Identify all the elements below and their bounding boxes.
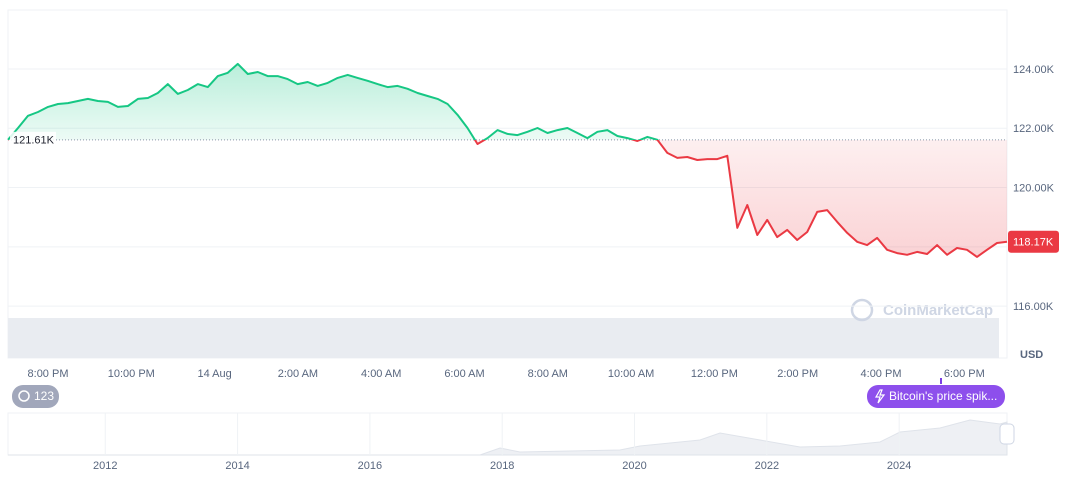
y-tick-label: 122.00K xyxy=(1013,123,1055,135)
current-label-box xyxy=(1008,230,1059,253)
badge[interactable]: 123 xyxy=(12,385,59,408)
area xyxy=(8,63,1007,257)
baseline-label: 121.61K xyxy=(13,135,55,147)
event-button[interactable]: Bitcoin's price spik... xyxy=(867,385,1005,408)
x-tick-label: 6:00 AM xyxy=(444,368,484,380)
navigator-tick-label: 2020 xyxy=(622,460,646,472)
badge-count: 123 xyxy=(34,389,54,403)
currency-label: USD xyxy=(1020,349,1043,361)
navigator-tick-label: 2022 xyxy=(755,460,779,472)
navigator-tick-label: 2024 xyxy=(887,460,911,472)
x-tick-label: 14 Aug xyxy=(197,368,231,380)
navigator-handle[interactable] xyxy=(999,423,1015,445)
x-tick-label: 8:00 PM xyxy=(28,368,69,380)
price-line xyxy=(7,62,1008,258)
navigator-area xyxy=(8,419,1008,456)
volume-strip xyxy=(8,318,999,358)
x-tick-label: 2:00 AM xyxy=(278,368,318,380)
watermark-text: CoinMarketCap xyxy=(883,302,993,319)
x-tick-label: 4:00 PM xyxy=(861,368,902,380)
baseline-label-box xyxy=(10,131,56,148)
x-tick-label: 2:00 PM xyxy=(777,368,818,380)
navigator-tick-label: 2016 xyxy=(358,460,382,472)
x-tick-label: 10:00 AM xyxy=(608,368,654,380)
y-tick-label: 116.00K xyxy=(1013,301,1054,313)
navigator-tick-label: 2012 xyxy=(93,460,117,472)
y-tick-label: 124.00K xyxy=(1013,64,1055,76)
x-tick-label: 10:00 PM xyxy=(108,368,155,380)
x-tick-label: 12:00 PM xyxy=(691,368,738,380)
x-tick-label: 6:00 PM xyxy=(944,368,985,380)
x-tick-label: 4:00 AM xyxy=(361,368,401,380)
navigator-tick-label: 2014 xyxy=(225,460,249,472)
watermark: CoinMarketCap xyxy=(850,298,993,322)
y-tick-label: 120.00K xyxy=(1013,182,1055,194)
current-label: 118.17K xyxy=(1013,237,1054,249)
navigator-tick-label: 2018 xyxy=(490,460,514,472)
event-text: Bitcoin's price spik... xyxy=(889,389,997,403)
x-tick-label: 8:00 AM xyxy=(528,368,568,380)
